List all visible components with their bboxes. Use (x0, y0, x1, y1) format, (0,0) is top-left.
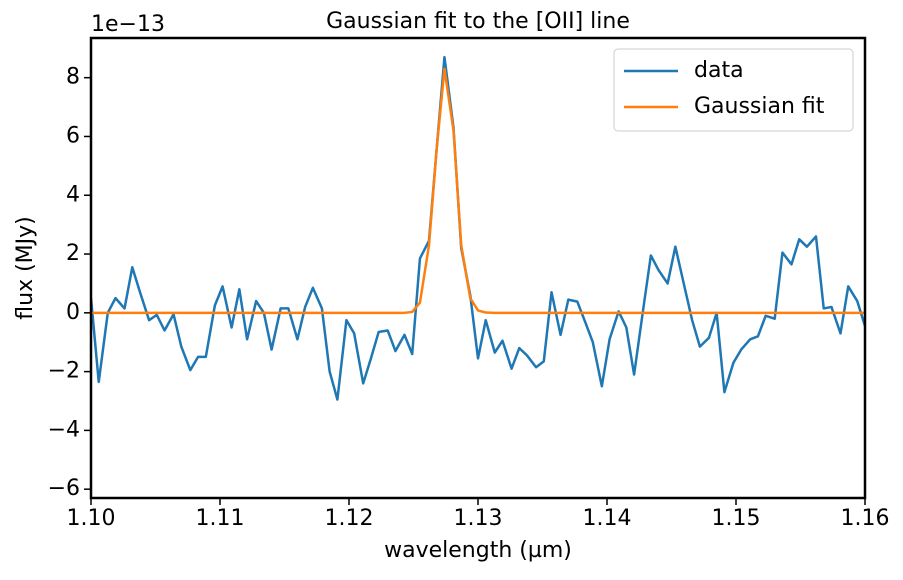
x-tick-label: 1.12 (325, 506, 374, 531)
y-tick-label: 0 (66, 300, 80, 325)
y-tick-label: 6 (66, 123, 80, 148)
plot-frame (89, 36, 867, 500)
x-axis-label: wavelength (µm) (384, 538, 572, 563)
legend-label: data (694, 58, 744, 83)
legend-label: Gaussian fit (694, 94, 825, 119)
x-tick-label: 1.15 (712, 506, 761, 531)
y-tick-label: −2 (48, 359, 80, 384)
y-tick-label: 2 (66, 241, 80, 266)
x-tick-label: 1.11 (196, 506, 245, 531)
x-tick-label: 1.16 (841, 506, 890, 531)
x-tick-label: 1.14 (583, 506, 632, 531)
y-tick-label: −6 (48, 476, 80, 501)
x-tick-label: 1.13 (454, 506, 503, 531)
legend-box (613, 48, 854, 132)
y-tick-label: −4 (48, 417, 80, 442)
data-line (91, 55, 865, 401)
y-axis-label: flux (MJy) (13, 216, 38, 319)
offset-text: 1e−13 (91, 12, 165, 37)
legend: data Gaussian fit (613, 48, 854, 132)
y-tick-label: 4 (66, 182, 80, 207)
x-tick-label: 1.10 (67, 506, 116, 531)
y-tick-label: 8 (66, 65, 80, 90)
data-line (91, 67, 865, 315)
chart-title: Gaussian fit to the [OII] line (326, 9, 630, 34)
plot-area (91, 55, 865, 401)
